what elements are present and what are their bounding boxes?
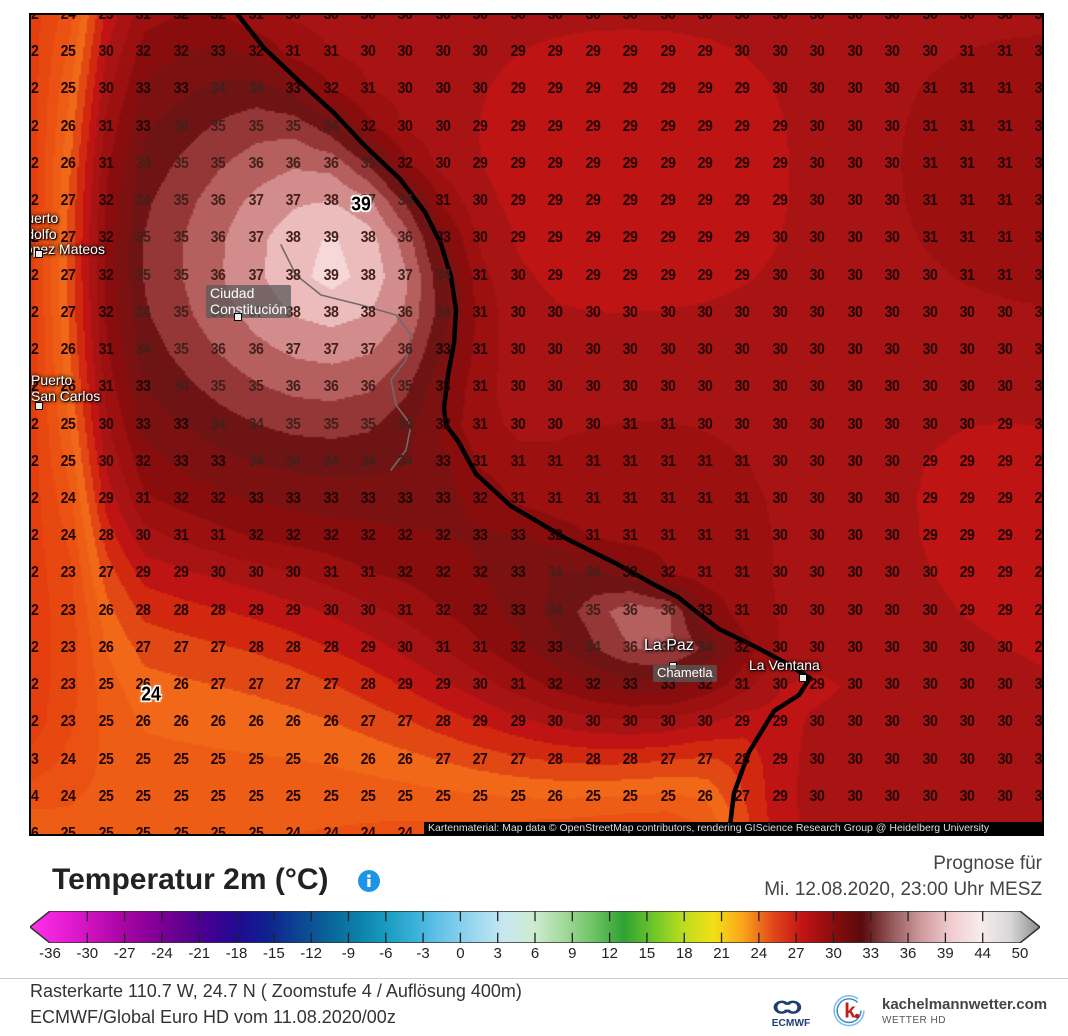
svg-text:ECMWF: ECMWF [772,1018,810,1029]
svg-text:k: k [844,1000,856,1022]
